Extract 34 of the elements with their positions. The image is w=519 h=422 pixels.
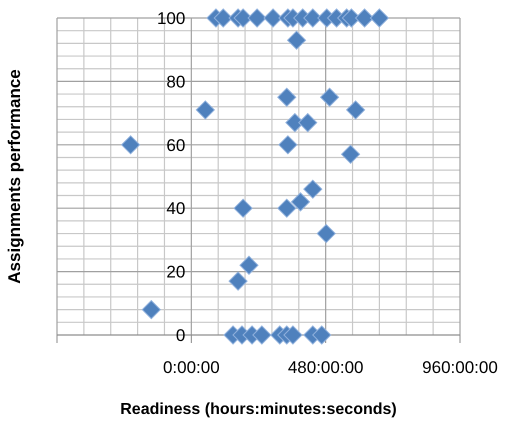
y-tick-label: 20: [166, 262, 186, 282]
point: [298, 113, 318, 132]
point: [234, 198, 253, 218]
point: [121, 135, 140, 154]
y-tick-label: 80: [166, 72, 186, 92]
point: [248, 8, 267, 28]
point: [283, 326, 302, 344]
x-tick-label: 480:00:00: [288, 358, 364, 377]
point: [239, 256, 258, 275]
point: [277, 198, 296, 218]
point: [320, 88, 340, 107]
y-tick-label: 0: [176, 326, 186, 345]
point: [278, 135, 298, 154]
point: [228, 272, 248, 291]
point: [142, 300, 161, 320]
y-tick-label: 60: [166, 136, 186, 155]
point: [287, 30, 306, 50]
point: [346, 100, 366, 120]
point: [214, 8, 233, 28]
point: [290, 192, 310, 212]
point: [196, 100, 215, 120]
y-axis-title: Assignments performance: [5, 69, 24, 284]
point: [370, 8, 389, 28]
point: [303, 180, 322, 199]
point: [312, 326, 332, 344]
y-tick-label: 100: [156, 9, 186, 28]
y-tick-label: 40: [166, 199, 186, 218]
point: [341, 144, 360, 164]
point: [316, 224, 336, 244]
x-tick-label: 0:00:00: [162, 358, 220, 377]
point: [277, 88, 296, 107]
x-tick-label: 960:00:00: [422, 358, 498, 377]
point: [252, 326, 272, 344]
x-axis-title: Readiness (hours:minutes:seconds): [120, 401, 397, 418]
